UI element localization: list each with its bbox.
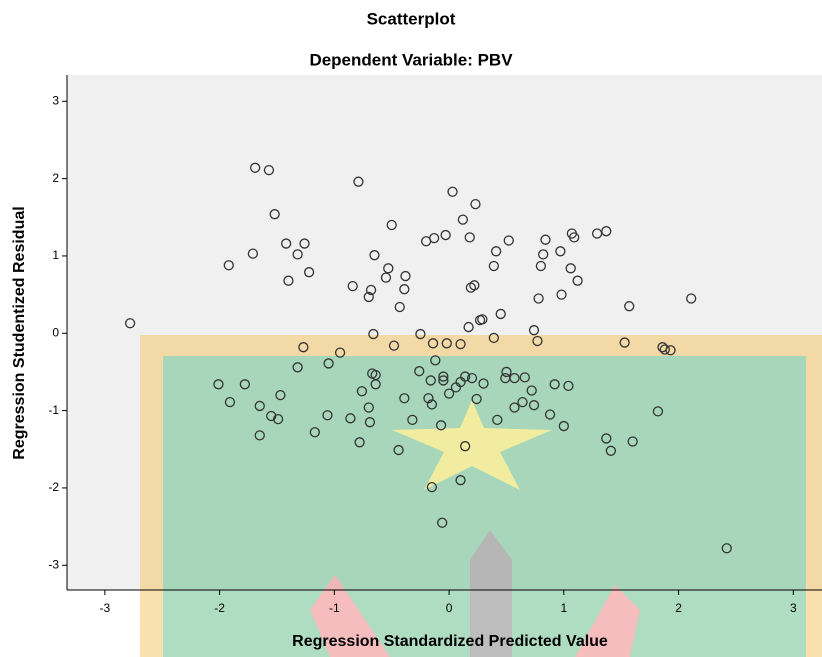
y-tick-label: -3 [48,557,59,571]
x-tick-label: 2 [675,601,682,615]
y-axis-title: Regression Studentized Residual [11,206,28,459]
y-tick-label: 1 [52,248,59,262]
x-tick-label: -3 [100,601,111,615]
x-tick-label: 3 [790,601,797,615]
x-axis-title: Regression Standardized Predicted Value [292,633,608,650]
page: {"chart_data": {"type": "scatter", "titl… [0,0,822,657]
x-tick-label: 0 [446,601,453,615]
y-tick-label: 2 [52,171,59,185]
watermark [140,335,822,657]
chart: Scatterplot Dependent Variable: PBV Regr… [0,0,822,657]
y-tick-label: 3 [52,93,59,107]
x-tick-label: 1 [560,601,567,615]
x-tick-label: -2 [214,601,225,615]
chart-title: Scatterplot [367,9,456,28]
y-tick-label: 0 [52,325,59,339]
chart-subtitle: Dependent Variable: PBV [309,50,513,69]
y-tick-label: -1 [48,403,59,417]
y-tick-label: -2 [48,480,59,494]
x-tick-label: -1 [329,601,340,615]
